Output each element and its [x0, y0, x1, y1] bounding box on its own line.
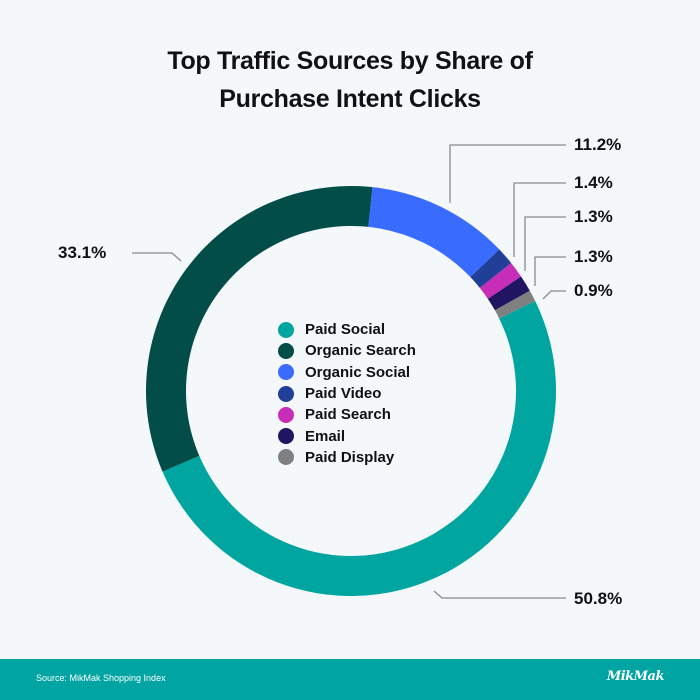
donut-slice-organic-search — [146, 185, 373, 472]
donut-slice-paid-video — [470, 249, 512, 288]
legend-label: Paid Social — [305, 321, 386, 339]
label-paid-video: 1.4% — [574, 173, 613, 192]
legend-item-organic-social: Organic Social — [278, 362, 416, 383]
leader-line-organic-search — [132, 252, 182, 262]
donut-slice-organic-social — [368, 187, 500, 278]
chart-title: Top Traffic Sources by Share of Purchase… — [0, 42, 700, 118]
leader-line-paid-search — [524, 216, 566, 271]
legend-swatch-paid-social — [278, 321, 294, 338]
legend-item-paid-social: Paid Social — [278, 319, 416, 340]
chart-title-line-2: Purchase Intent Clicks — [219, 85, 481, 113]
leader-line-paid-video — [513, 182, 566, 257]
label-paid-display: 0.9% — [574, 281, 613, 300]
legend-swatch-paid-search — [278, 406, 294, 423]
legend-label: Organic Social — [305, 363, 411, 381]
leader-line-email — [534, 256, 566, 286]
chart-title-line-1: Top Traffic Sources by Share of — [167, 47, 533, 75]
leader-line-paid-display — [542, 290, 566, 300]
leader-lines — [132, 144, 566, 599]
legend-label: Paid Search — [305, 406, 391, 424]
donut-slice-paid-display — [494, 290, 536, 319]
legend-item-paid-video: Paid Video — [278, 383, 416, 404]
legend-swatch-organic-social — [278, 364, 294, 381]
label-organic-search: 33.1% — [58, 243, 107, 262]
donut-slice-email — [487, 276, 530, 311]
legend-label: Email — [305, 427, 346, 445]
legend-swatch-paid-video — [278, 385, 294, 402]
legend-swatch-organic-search — [278, 342, 294, 359]
legend-item-organic-search: Organic Search — [278, 340, 416, 361]
legend-item-paid-display: Paid Display — [278, 447, 416, 468]
legend-label: Paid Video — [305, 385, 382, 403]
legend-item-paid-search: Paid Search — [278, 404, 416, 425]
legend-swatch-email — [278, 428, 294, 445]
footer-bar: Source: MikMak Shopping Index MikMak — [0, 659, 700, 700]
label-organic-social: 11.2% — [574, 135, 622, 154]
legend-label: Organic Search — [305, 342, 416, 360]
legend-label: Paid Display — [305, 448, 395, 466]
source-note: Source: MikMak Shopping Index — [36, 673, 166, 683]
label-paid-search: 1.3% — [574, 207, 613, 226]
label-paid-social: 50.8% — [574, 589, 623, 608]
chart-legend: Paid Social Organic Search Organic Socia… — [278, 319, 416, 468]
legend-item-email: Email — [278, 425, 416, 446]
brand-logo: MikMak — [606, 669, 665, 684]
donut-slice-paid-social — [162, 301, 556, 596]
leader-line-paid-social — [433, 590, 566, 599]
label-email: 1.3% — [574, 247, 613, 266]
leader-line-organic-social — [449, 144, 566, 203]
donut-slices — [146, 185, 556, 596]
donut-slice-paid-search — [479, 262, 522, 299]
legend-swatch-paid-display — [278, 449, 294, 466]
